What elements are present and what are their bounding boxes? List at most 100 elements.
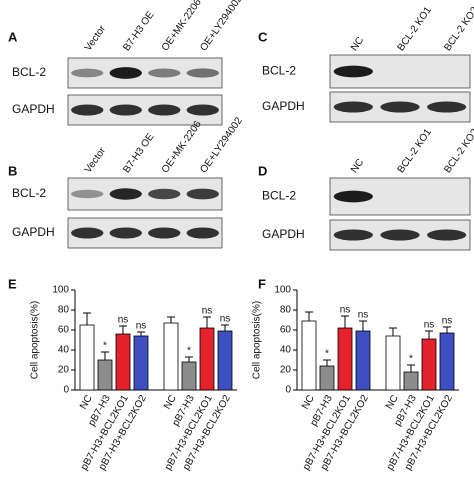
y-tick-label: 80 bbox=[58, 305, 70, 316]
y-tick-label: 80 bbox=[280, 305, 292, 316]
band bbox=[109, 188, 142, 200]
band bbox=[186, 68, 219, 78]
y-axis-label: Cell apoptosis(%) bbox=[252, 301, 263, 379]
bar bbox=[421, 338, 437, 391]
lane-label: BCL-2 KO2 bbox=[442, 5, 474, 54]
band bbox=[427, 101, 467, 113]
band bbox=[148, 227, 181, 239]
band bbox=[148, 68, 181, 78]
error-bar bbox=[167, 316, 175, 323]
error-bar bbox=[101, 351, 109, 360]
y-tick-label: 0 bbox=[285, 385, 291, 396]
band bbox=[71, 104, 104, 116]
y-tick-label: 20 bbox=[280, 365, 292, 376]
band bbox=[186, 227, 219, 239]
y-tick-label: 100 bbox=[52, 285, 69, 296]
lane-label: B7-H3 OE bbox=[121, 9, 156, 53]
band bbox=[71, 189, 104, 199]
row-label: GAPDH bbox=[262, 227, 305, 241]
band bbox=[333, 101, 373, 113]
error-bar bbox=[443, 326, 451, 333]
lane-label: NC bbox=[349, 157, 366, 175]
error-bar bbox=[323, 359, 331, 366]
error-bar bbox=[83, 312, 91, 325]
error-bar bbox=[119, 325, 127, 334]
significance: ns bbox=[202, 306, 213, 317]
lane-label: B7-H3 OE bbox=[121, 131, 156, 175]
panel-label: F bbox=[258, 276, 266, 291]
significance: * bbox=[187, 346, 191, 357]
bar bbox=[79, 324, 95, 391]
band bbox=[148, 104, 181, 116]
x-tick-label: NC bbox=[384, 393, 401, 411]
error-bar bbox=[389, 327, 397, 336]
significance: * bbox=[103, 341, 107, 352]
band bbox=[427, 229, 467, 241]
significance: ns bbox=[358, 310, 369, 321]
band bbox=[148, 188, 181, 200]
band bbox=[186, 188, 219, 200]
row-label: GAPDH bbox=[12, 102, 55, 116]
band bbox=[333, 65, 373, 78]
lane-label: OE+MK-2206 bbox=[160, 0, 204, 53]
bar bbox=[403, 371, 419, 391]
band bbox=[71, 227, 104, 239]
bar bbox=[97, 359, 113, 391]
band bbox=[380, 101, 420, 113]
bar bbox=[301, 320, 317, 391]
band bbox=[109, 104, 142, 116]
lane-label: BCL-2 KO1 bbox=[396, 5, 435, 54]
error-bar bbox=[221, 324, 229, 331]
x-tick-label: NC bbox=[162, 393, 179, 411]
lane-label: OE+MK-2206 bbox=[160, 119, 204, 176]
y-tick-label: 0 bbox=[63, 385, 69, 396]
significance: ns bbox=[424, 320, 435, 331]
band bbox=[380, 229, 420, 241]
panel-label: D bbox=[258, 163, 267, 178]
y-tick-label: 60 bbox=[280, 325, 292, 336]
band bbox=[109, 227, 142, 239]
lane-label: Vector bbox=[83, 23, 109, 53]
panel-label: E bbox=[8, 276, 17, 291]
bar bbox=[115, 333, 131, 391]
error-bar bbox=[407, 364, 415, 372]
bar bbox=[355, 330, 371, 391]
panel-label: B bbox=[8, 163, 17, 178]
significance: ns bbox=[340, 305, 351, 316]
band bbox=[333, 190, 373, 203]
row-label: BCL-2 bbox=[12, 65, 46, 79]
significance: ns bbox=[136, 321, 147, 332]
y-tick-label: 100 bbox=[274, 285, 291, 296]
y-tick-label: 40 bbox=[280, 345, 292, 356]
bar bbox=[217, 330, 233, 391]
lane-label: BCL-2 KO1 bbox=[396, 127, 435, 176]
y-tick-label: 20 bbox=[58, 365, 70, 376]
error-bar bbox=[341, 315, 349, 328]
row-label: BCL-2 bbox=[262, 189, 296, 203]
error-bar bbox=[203, 316, 211, 328]
band bbox=[333, 229, 373, 241]
row-label: BCL-2 bbox=[12, 186, 46, 200]
bar bbox=[337, 327, 353, 391]
error-bar bbox=[359, 320, 367, 331]
bar bbox=[163, 322, 179, 391]
bar bbox=[181, 361, 197, 391]
significance: ns bbox=[442, 316, 453, 327]
lane-label: Vector bbox=[83, 145, 109, 175]
row-label: BCL-2 bbox=[262, 64, 296, 78]
lane-label: OE+LY294002 bbox=[198, 0, 245, 53]
significance: * bbox=[409, 354, 413, 365]
bar bbox=[385, 335, 401, 391]
significance: ns bbox=[220, 314, 231, 325]
row-label: GAPDH bbox=[262, 99, 305, 113]
panel-label: C bbox=[258, 29, 268, 44]
row-label: GAPDH bbox=[12, 225, 55, 239]
bar bbox=[439, 332, 455, 391]
y-tick-label: 60 bbox=[58, 325, 70, 336]
y-tick-label: 40 bbox=[58, 345, 70, 356]
error-bar bbox=[425, 330, 433, 339]
panel-label: A bbox=[8, 29, 18, 44]
x-tick-label: NC bbox=[78, 393, 95, 411]
band bbox=[109, 67, 142, 79]
